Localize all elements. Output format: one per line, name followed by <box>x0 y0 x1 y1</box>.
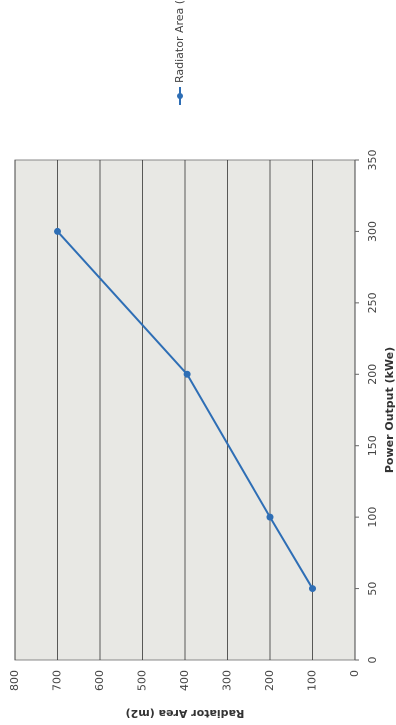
x-tick-label: 250 <box>366 292 379 313</box>
legend-label: Radiator Area (m2) <box>173 0 186 83</box>
x-tick-label: 100 <box>366 507 379 528</box>
y-tick-label: 800 <box>8 670 21 691</box>
x-tick-label: 300 <box>366 221 379 242</box>
x-tick-label: 350 <box>366 150 379 171</box>
y-tick-label: 100 <box>306 670 319 691</box>
y-tick-label: 700 <box>51 670 64 691</box>
x-tick-label: 0 <box>366 657 379 664</box>
y-tick-label: 400 <box>178 670 191 691</box>
y-axis-title: Radiator Area (m2) <box>126 707 245 720</box>
y-tick-label: 500 <box>136 670 149 691</box>
point <box>266 513 274 521</box>
y-tick-label: 0 <box>348 670 361 677</box>
point <box>309 585 316 593</box>
x-tick-label: 200 <box>366 364 379 385</box>
x-axis-title: Power Output (kWe) <box>383 347 396 473</box>
y-tick-label: 600 <box>93 670 106 691</box>
x-tick-label: 50 <box>366 582 379 596</box>
series-line <box>56 230 314 590</box>
x-tick-label: 150 <box>366 435 379 456</box>
y-tick-label: 200 <box>263 670 276 691</box>
y-tick-label: 300 <box>221 670 234 691</box>
rotated-chart: Power Output (kWe) Radiator Area (m2) 0 1… <box>8 0 396 720</box>
legend-marker <box>177 93 183 99</box>
point <box>183 370 191 378</box>
point <box>54 227 61 235</box>
